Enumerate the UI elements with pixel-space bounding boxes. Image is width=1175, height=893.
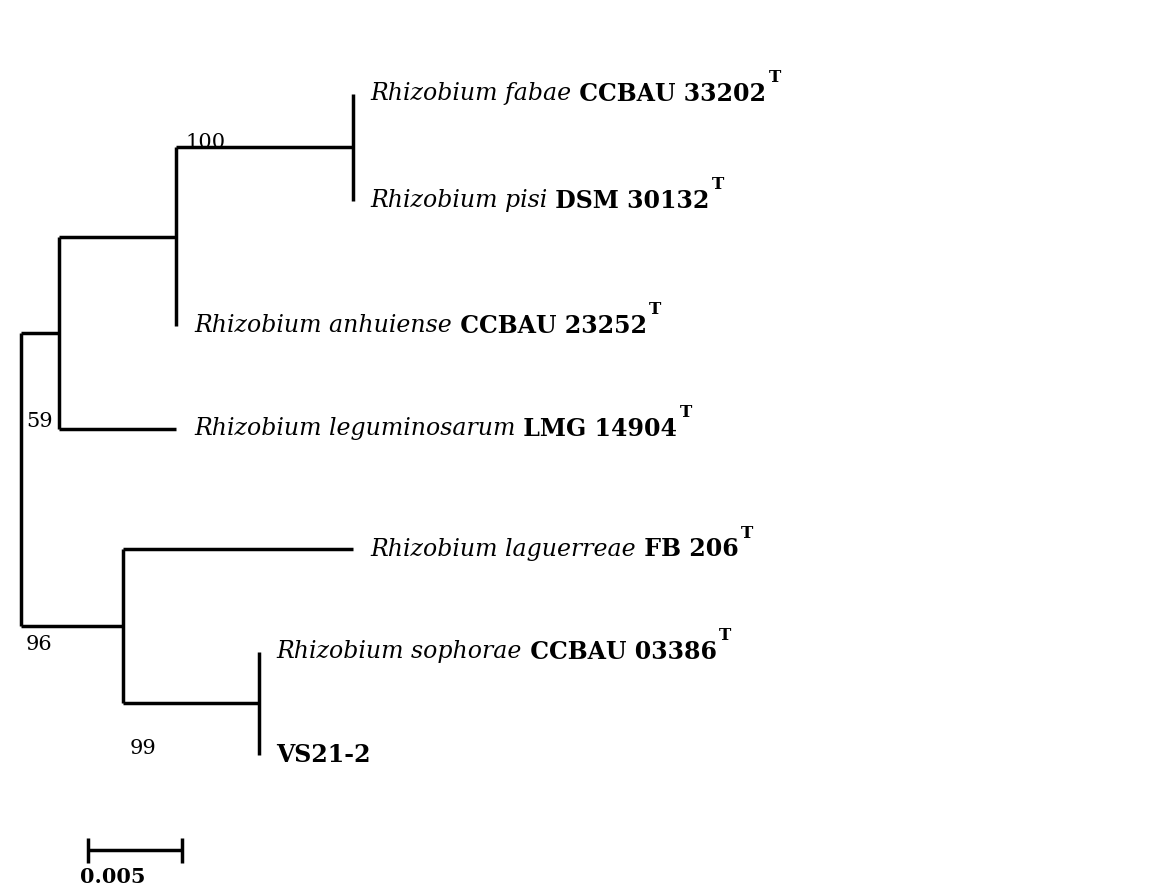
Text: Rhizobium pisi: Rhizobium pisi (370, 189, 548, 213)
Text: T: T (679, 405, 692, 421)
Text: VS21-2: VS21-2 (276, 743, 370, 766)
Text: 99: 99 (129, 739, 156, 758)
Text: DSM 30132: DSM 30132 (548, 189, 710, 213)
Text: 100: 100 (186, 133, 226, 153)
Text: 59: 59 (26, 412, 53, 431)
Text: 96: 96 (26, 635, 53, 655)
Text: Rhizobium sophorae: Rhizobium sophorae (276, 640, 522, 663)
Text: CCBAU 03386: CCBAU 03386 (522, 640, 717, 663)
Text: T: T (649, 302, 662, 319)
Text: FB 206: FB 206 (636, 538, 739, 561)
Text: CCBAU 23252: CCBAU 23252 (451, 314, 646, 338)
Text: T: T (741, 525, 753, 542)
Text: CCBAU 33202: CCBAU 33202 (571, 82, 766, 105)
Text: Rhizobium fabae: Rhizobium fabae (370, 82, 571, 105)
Text: Rhizobium laguerreae: Rhizobium laguerreae (370, 538, 636, 561)
Text: LMG 14904: LMG 14904 (516, 417, 677, 440)
Text: Rhizobium anhuiense: Rhizobium anhuiense (194, 314, 451, 338)
Text: T: T (719, 628, 731, 645)
Text: T: T (712, 177, 724, 194)
Text: T: T (768, 70, 781, 87)
Text: 0.005: 0.005 (80, 867, 146, 887)
Text: Rhizobium leguminosarum: Rhizobium leguminosarum (194, 417, 516, 440)
